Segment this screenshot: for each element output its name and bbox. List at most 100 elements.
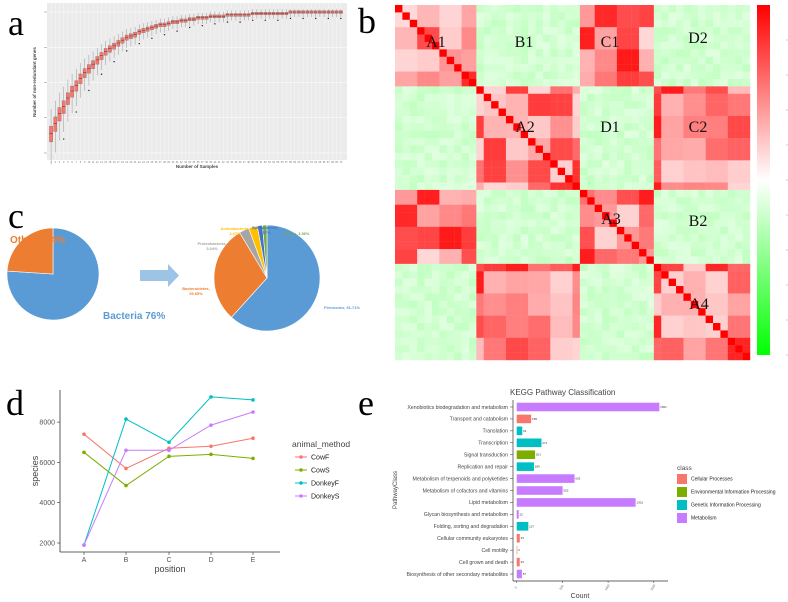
- heatmap-cell: [446, 256, 455, 265]
- heatmap-cell: [609, 130, 618, 139]
- heatmap-cell: [698, 226, 706, 235]
- heatmap-cell: [698, 12, 706, 20]
- heatmap-cell: [661, 197, 669, 205]
- heatmap-cell: [698, 101, 706, 109]
- heatmap-cell: [520, 308, 529, 316]
- x-tick-label: 10: [88, 161, 91, 164]
- x-tick-label: 23: [142, 161, 145, 164]
- heatmap-cell: [653, 308, 662, 316]
- heatmap-cell: [616, 108, 625, 117]
- heatmap-cell: [439, 226, 447, 235]
- heatmap-cell: [690, 41, 699, 50]
- heatmap-cell: [513, 86, 521, 94]
- heatmap-cell: [498, 152, 507, 161]
- heatmap-cell: [579, 278, 588, 287]
- heatmap-cell: [468, 41, 477, 50]
- heatmap-cell: [520, 219, 529, 228]
- heatmap-cell: [683, 212, 692, 220]
- heatmap-cell: [661, 315, 669, 324]
- heatmap-cell: [690, 56, 699, 65]
- heatmap-cell: [498, 138, 507, 146]
- heatmap-cell: [639, 5, 647, 13]
- heatmap-cell: [639, 138, 647, 146]
- heatmap-cell: [713, 234, 721, 242]
- heatmap-cell: [550, 182, 558, 191]
- heatmap-cell: [720, 226, 729, 235]
- heatmap-cell: [402, 5, 410, 13]
- heatmap-cell: [446, 19, 455, 28]
- heatmap-cell: [572, 241, 581, 250]
- line-chart-panel: position species animal_method 200040006…: [30, 390, 350, 574]
- heatmap-cell: [742, 64, 751, 72]
- heatmap-cell: [668, 352, 677, 361]
- heatmap-cell: [565, 152, 573, 161]
- heatmap-cell: [683, 64, 692, 72]
- heatmap-cell: [483, 226, 492, 235]
- heatmap-cell: [683, 300, 692, 309]
- heatmap-cell: [557, 234, 566, 242]
- x-tick-label: 55: [277, 161, 280, 164]
- heatmap-cell: [572, 256, 581, 265]
- heatmap-cell: [646, 34, 655, 43]
- heatmap-cell: [602, 27, 610, 35]
- heatmap-cell: [468, 293, 477, 302]
- heatmap-cell: [609, 56, 618, 65]
- heatmap-cell: [646, 86, 655, 94]
- heatmap-cell: [483, 278, 492, 287]
- heatmap-cell: [417, 286, 425, 294]
- heatmap-cell: [587, 345, 595, 353]
- heatmap-cell: [395, 300, 403, 309]
- heatmap-cell: [424, 138, 433, 146]
- outlier-point: [100, 73, 103, 75]
- heatmap-cell: [639, 78, 647, 87]
- heatmap-cell: [572, 219, 581, 228]
- heatmap-cell: [498, 115, 507, 124]
- heatmap-cell: [476, 160, 484, 168]
- heatmap-cell: [498, 278, 507, 287]
- heatmap-cell: [594, 219, 603, 228]
- heatmap-cell: [668, 219, 677, 228]
- heatmap-cell: [705, 108, 714, 117]
- heatmap-cell: [735, 145, 743, 154]
- heatmap-cell: [395, 93, 403, 102]
- legend-title: animal_method: [292, 439, 350, 449]
- heatmap-cell: [557, 93, 566, 102]
- heatmap-cell: [409, 286, 418, 294]
- heatmap-cell: [461, 49, 470, 57]
- heatmap-cell: [542, 249, 551, 257]
- heatmap-cell: [505, 160, 514, 168]
- heatmap-cell: [698, 189, 706, 198]
- heatmap-cell: [565, 189, 573, 198]
- heatmap-cell: [616, 101, 625, 109]
- heatmap-cell: [542, 130, 551, 139]
- heatmap-cell: [491, 78, 499, 87]
- heatmap-cell: [602, 234, 610, 242]
- heatmap-cell: [461, 160, 470, 168]
- heatmap-cell: [520, 34, 529, 43]
- heatmap-cell: [476, 19, 484, 28]
- heatmap-cell: [565, 219, 573, 228]
- heatmap-cell: [491, 241, 499, 250]
- heatmap-cell: [550, 271, 558, 279]
- heatmap-cell: [513, 49, 521, 57]
- heatmap-cell: [491, 315, 499, 324]
- category-label: Biosynthesis of other secondary metaboli…: [407, 572, 509, 578]
- heatmap-cell: [431, 219, 440, 228]
- heatmap-cell: [653, 286, 662, 294]
- heatmap-cell: [602, 197, 610, 205]
- heatmap-cell: [698, 182, 706, 191]
- heatmap-cell: [565, 263, 573, 272]
- heatmap-cell: [565, 145, 573, 154]
- heatmap-cell: [676, 160, 684, 168]
- heatmap-cell: [424, 249, 433, 257]
- x-tick-label: E: [251, 557, 256, 564]
- heatmap-cell: [587, 323, 595, 331]
- heatmap-cell: [676, 64, 684, 72]
- heatmap-cell: [520, 27, 529, 35]
- heatmap-cell: [742, 315, 751, 324]
- heatmap-cell: [446, 34, 455, 43]
- heatmap-cell: [483, 323, 492, 331]
- heatmap-cell: [735, 86, 743, 94]
- heatmap-cell: [639, 323, 647, 331]
- heatmap-cell: [468, 167, 477, 176]
